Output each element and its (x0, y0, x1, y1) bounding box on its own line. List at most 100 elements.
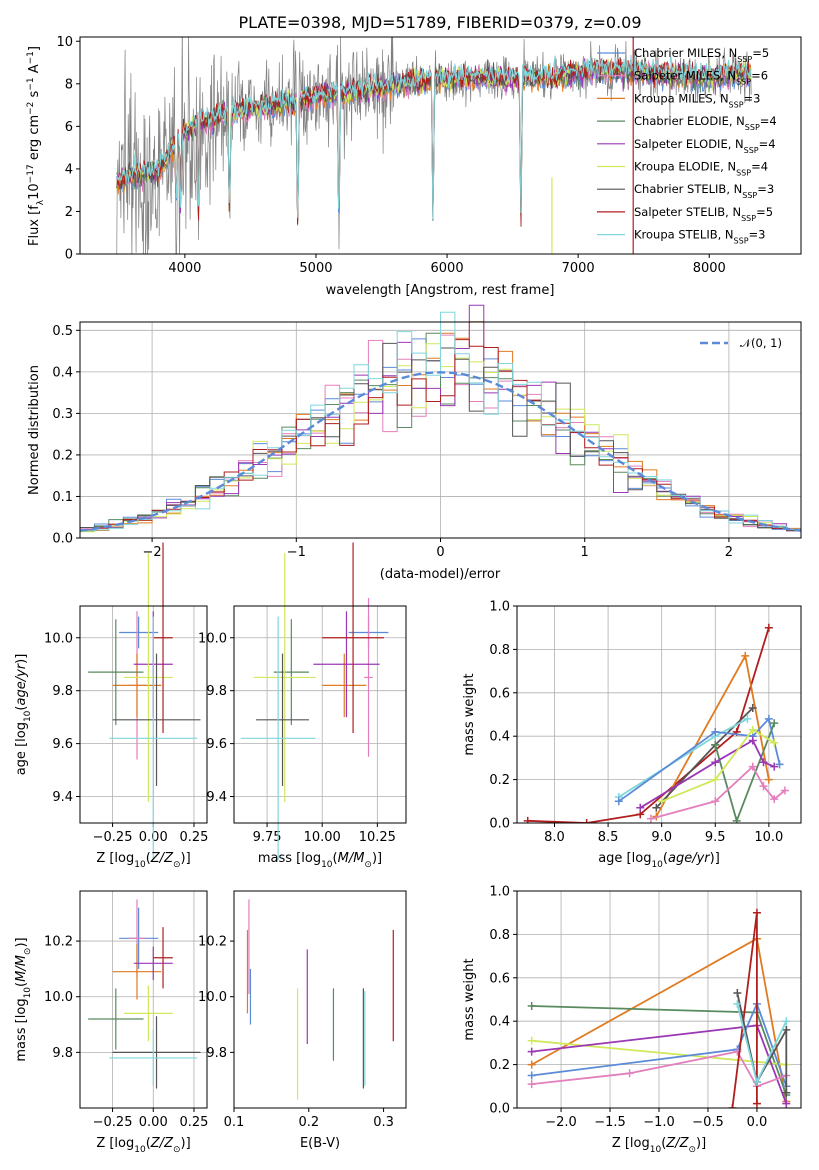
y-tick-label: 9.4 (52, 790, 73, 805)
x-tick-label: 9.0 (651, 830, 672, 845)
y-axis-label: age [log10(age/yr)] (14, 654, 33, 776)
marker-salpeter_elodie (527, 1047, 536, 1056)
marker-salpeter_stelib (582, 819, 591, 823)
legend-label: Chabrier MILES, NSSP=5 (634, 46, 769, 64)
x-tick-label: 0.25 (179, 830, 208, 845)
y-tick-label: 10.0 (44, 631, 73, 646)
y-tick-label: 9.8 (52, 684, 73, 699)
marker-salpeter_miles (780, 786, 789, 795)
legend-label: Kroupa ELODIE, NSSP=4 (634, 160, 768, 178)
y-tick-label: 0.6 (489, 971, 510, 986)
y-tick-label: 10 (56, 35, 73, 50)
y-tick-label: 10.2 (198, 935, 227, 950)
legend-label: Salpeter ELODIE, NSSP=4 (634, 137, 776, 155)
y-tick-label: 9.6 (52, 737, 73, 752)
legend-label: 𝒩(0, 1) (740, 336, 782, 350)
marker-kroupa_miles (527, 1060, 536, 1069)
marker-salpeter_miles (646, 814, 655, 823)
y-tick-label: 0.2 (489, 1058, 510, 1073)
marker-chabrier_stelib (733, 988, 742, 997)
y-tick-label: 0.3 (52, 407, 73, 422)
y-axis-label: mass [log10(M/M⊙)] (14, 937, 33, 1061)
spectrum-panel: 4000 5000 6000 7000 8000 0 2 4 6 8 10 PLATE=0398, M… (26, 13, 802, 298)
legend-label: Chabrier STELIB, NSSP=3 (634, 182, 774, 200)
histogram-salpeter_stelib (80, 339, 801, 531)
x-tick-label: 4000 (168, 261, 201, 276)
age-vs-Z-panel: −0.25 0.00 0.259.49.69.810.0Z [log10(Z/Z⊙)… (14, 542, 208, 870)
marker-kroupa_miles (741, 651, 750, 660)
y-tick-label: 0.6 (489, 686, 510, 701)
series-line-kroupa_elodie (661, 728, 775, 803)
x-tick-label: 0.0 (747, 1115, 768, 1130)
y-tick-label: 0.4 (52, 365, 73, 380)
y-tick-label: 10.0 (198, 631, 227, 646)
x-tick-label: 8.5 (598, 830, 619, 845)
y-tick-label: 0.0 (489, 817, 510, 832)
y-tick-label: 0.4 (489, 1015, 510, 1030)
y-tick-label: 0.4 (489, 730, 510, 745)
y-tick-label: 0.8 (489, 643, 510, 658)
x-tick-label: 5000 (299, 261, 332, 276)
age-vs-mass-panel: 9.75 10.00 10.25 9.4 9.6 9.8 10.0 mass [log10(M… (198, 542, 407, 870)
marker-salpeter_elodie (711, 758, 720, 767)
axes-frame (79, 36, 802, 255)
x-tick-label: 0 (436, 545, 444, 560)
y-tick-label: 0.2 (489, 773, 510, 788)
x-tick-label: −2 (143, 545, 162, 560)
x-tick-label: 0.2 (298, 1115, 319, 1130)
x-axis-label: age [log10(age/yr)] (598, 851, 720, 870)
x-tick-label: −1 (287, 545, 306, 560)
legend-label: Salpeter STELIB, NSSP=5 (634, 205, 773, 223)
axes-frame (79, 890, 208, 1109)
mass-weight-vs-Z-panel: −2.0 −1.5 −1.0 −0.5 0.0 0.0 0.2 0.4 0.6 0.8 1.0 Z [… (462, 885, 802, 1155)
x-tick-label: 0.25 (179, 1115, 208, 1130)
y-tick-label: 2 (65, 205, 73, 220)
y-tick-label: 10.0 (198, 990, 227, 1005)
legend-label: Chabrier ELODIE, NSSP=4 (634, 114, 777, 132)
x-tick-label: −0.25 (93, 1115, 133, 1130)
x-axis-label: (data-model)/error (380, 567, 501, 582)
x-tick-label: 2 (725, 545, 733, 560)
y-tick-label: 0.5 (52, 324, 73, 339)
axes-frame (233, 605, 407, 824)
marker-salpeter_stelib (728, 1104, 737, 1108)
legend-label: Kroupa MILES, NSSP=3 (634, 91, 760, 109)
y-tick-label: 1.0 (489, 600, 510, 615)
series-line-kroupa_elodie (531, 1039, 787, 1066)
y-tick-label: 6 (65, 120, 73, 135)
marker-chabrier_miles (527, 1071, 536, 1080)
marker-kroupa_elodie (770, 738, 779, 747)
y-tick-label: 9.6 (206, 737, 227, 752)
x-tick-label: 10.25 (359, 830, 396, 845)
marker-chabrier_stelib (782, 1088, 791, 1097)
series-line-kroupa_stelib (618, 718, 748, 798)
y-tick-label: 0.8 (489, 928, 510, 943)
mass-vs-Z-panel: −0.25 0.00 0.25 9.8 10.0 10.2 Z [log10(Z/Z⊙)] m… (14, 890, 208, 1155)
y-axis-label: mass weight (462, 958, 477, 1040)
marker-kroupa_elodie (527, 1036, 536, 1045)
x-tick-label: −0.25 (93, 830, 133, 845)
x-axis-label: mass [log10(M/M⊙)] (258, 851, 382, 870)
marker-salpeter_stelib (523, 816, 532, 823)
x-tick-label: 8000 (693, 261, 726, 276)
y-tick-label: 10.2 (44, 935, 73, 950)
series-line-salpeter_miles (650, 765, 786, 820)
x-tick-label: 10.00 (304, 830, 341, 845)
y-tick-label: 0 (65, 248, 73, 263)
x-axis-label: Z [log10(Z/Z⊙)] (612, 1136, 706, 1155)
marker-chabrier_elodie (711, 740, 720, 749)
x-tick-label: 0.3 (373, 1115, 394, 1130)
x-tick-label: 9.75 (253, 830, 282, 845)
marker-chabrier_stelib (782, 1025, 791, 1034)
x-tick-label: −1.0 (643, 1115, 675, 1130)
marker-kroupa_miles (764, 775, 773, 784)
y-tick-label: 4 (65, 162, 73, 177)
chart-title: PLATE=0398, MJD=51789, FIBERID=0379, z=0… (238, 13, 641, 32)
marker-kroupa_stelib (782, 1017, 791, 1026)
marker-salpeter_miles (770, 795, 779, 804)
x-tick-label: 6000 (431, 261, 464, 276)
x-tick-label: −0.5 (692, 1115, 724, 1130)
x-axis-label: wavelength [Angstrom, rest frame] (326, 283, 555, 298)
marker-salpeter_elodie (748, 736, 757, 745)
legend: Chabrier MILES, NSSP=5 Salpeter MILES, NS… (597, 46, 777, 245)
